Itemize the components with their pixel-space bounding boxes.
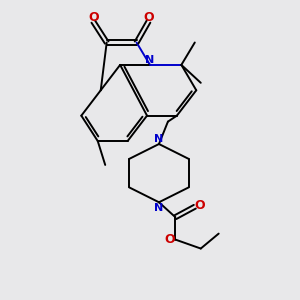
Text: O: O — [88, 11, 99, 24]
Text: N: N — [146, 55, 154, 64]
Text: O: O — [143, 11, 154, 24]
Text: O: O — [165, 233, 175, 246]
Text: N: N — [154, 202, 164, 213]
Text: O: O — [194, 199, 205, 212]
Text: N: N — [154, 134, 164, 144]
